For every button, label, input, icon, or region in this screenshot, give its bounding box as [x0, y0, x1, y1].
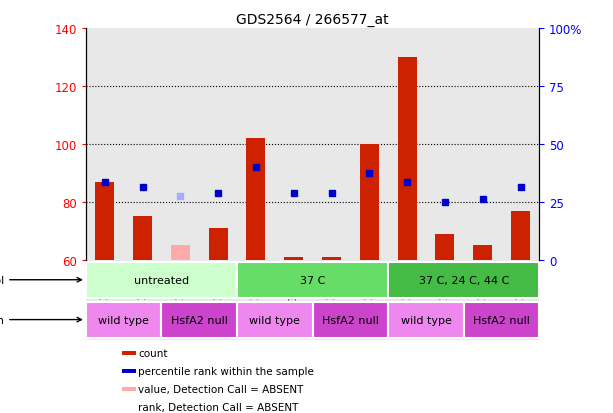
Bar: [501, 29, 539, 260]
Bar: [208, 228, 227, 260]
Text: wild type: wild type: [98, 315, 149, 325]
Bar: [86, 302, 161, 338]
Bar: [435, 234, 454, 260]
Bar: [86, 260, 124, 300]
Bar: [388, 262, 539, 298]
Bar: [322, 257, 341, 260]
Title: GDS2564 / 266577_at: GDS2564 / 266577_at: [237, 12, 389, 26]
Bar: [426, 260, 464, 300]
Bar: [351, 300, 388, 339]
Text: value, Detection Call = ABSENT: value, Detection Call = ABSENT: [139, 384, 304, 394]
Bar: [388, 29, 426, 260]
Bar: [511, 211, 530, 260]
Bar: [237, 260, 275, 300]
Bar: [86, 262, 237, 298]
Bar: [284, 257, 303, 260]
Bar: [388, 300, 426, 339]
Bar: [122, 406, 135, 409]
Text: percentile rank within the sample: percentile rank within the sample: [139, 366, 314, 376]
Bar: [199, 300, 237, 339]
Bar: [275, 300, 313, 339]
Text: protocol: protocol: [0, 275, 82, 285]
Bar: [161, 300, 199, 339]
Text: untreated: untreated: [134, 275, 189, 285]
Bar: [388, 302, 464, 338]
Bar: [124, 300, 161, 339]
Bar: [388, 260, 426, 300]
Bar: [464, 302, 539, 338]
Bar: [161, 29, 199, 260]
Bar: [351, 29, 388, 260]
Text: 37 C, 24 C, 44 C: 37 C, 24 C, 44 C: [419, 275, 509, 285]
Bar: [246, 139, 265, 260]
Text: 37 C: 37 C: [300, 275, 326, 285]
Bar: [501, 260, 539, 300]
Text: genotype/variation: genotype/variation: [0, 315, 82, 325]
Bar: [464, 260, 501, 300]
Text: count: count: [139, 348, 168, 358]
Bar: [473, 246, 492, 260]
Bar: [171, 246, 190, 260]
Bar: [237, 262, 388, 298]
Bar: [360, 145, 379, 260]
Bar: [313, 29, 351, 260]
Text: HsfA2 null: HsfA2 null: [473, 315, 530, 325]
Text: rank, Detection Call = ABSENT: rank, Detection Call = ABSENT: [139, 402, 299, 412]
Bar: [313, 302, 388, 338]
Text: wild type: wild type: [249, 315, 300, 325]
Bar: [199, 29, 237, 260]
Bar: [122, 387, 135, 391]
Bar: [86, 29, 124, 260]
Bar: [426, 300, 464, 339]
Bar: [313, 300, 351, 339]
Bar: [313, 260, 351, 300]
Bar: [275, 29, 313, 260]
Bar: [398, 58, 417, 260]
Bar: [237, 29, 275, 260]
Bar: [124, 260, 161, 300]
Bar: [122, 351, 135, 355]
Bar: [133, 217, 152, 260]
Bar: [86, 300, 124, 339]
Bar: [464, 300, 501, 339]
Bar: [426, 29, 464, 260]
Bar: [161, 260, 199, 300]
Bar: [275, 260, 313, 300]
Bar: [237, 302, 313, 338]
Bar: [199, 260, 237, 300]
Bar: [124, 29, 161, 260]
Bar: [464, 29, 501, 260]
Bar: [95, 182, 114, 260]
Text: wild type: wild type: [401, 315, 451, 325]
Bar: [237, 300, 275, 339]
Text: HsfA2 null: HsfA2 null: [171, 315, 227, 325]
Text: HsfA2 null: HsfA2 null: [322, 315, 379, 325]
Bar: [501, 300, 539, 339]
Bar: [351, 260, 388, 300]
Bar: [161, 302, 237, 338]
Bar: [122, 369, 135, 373]
